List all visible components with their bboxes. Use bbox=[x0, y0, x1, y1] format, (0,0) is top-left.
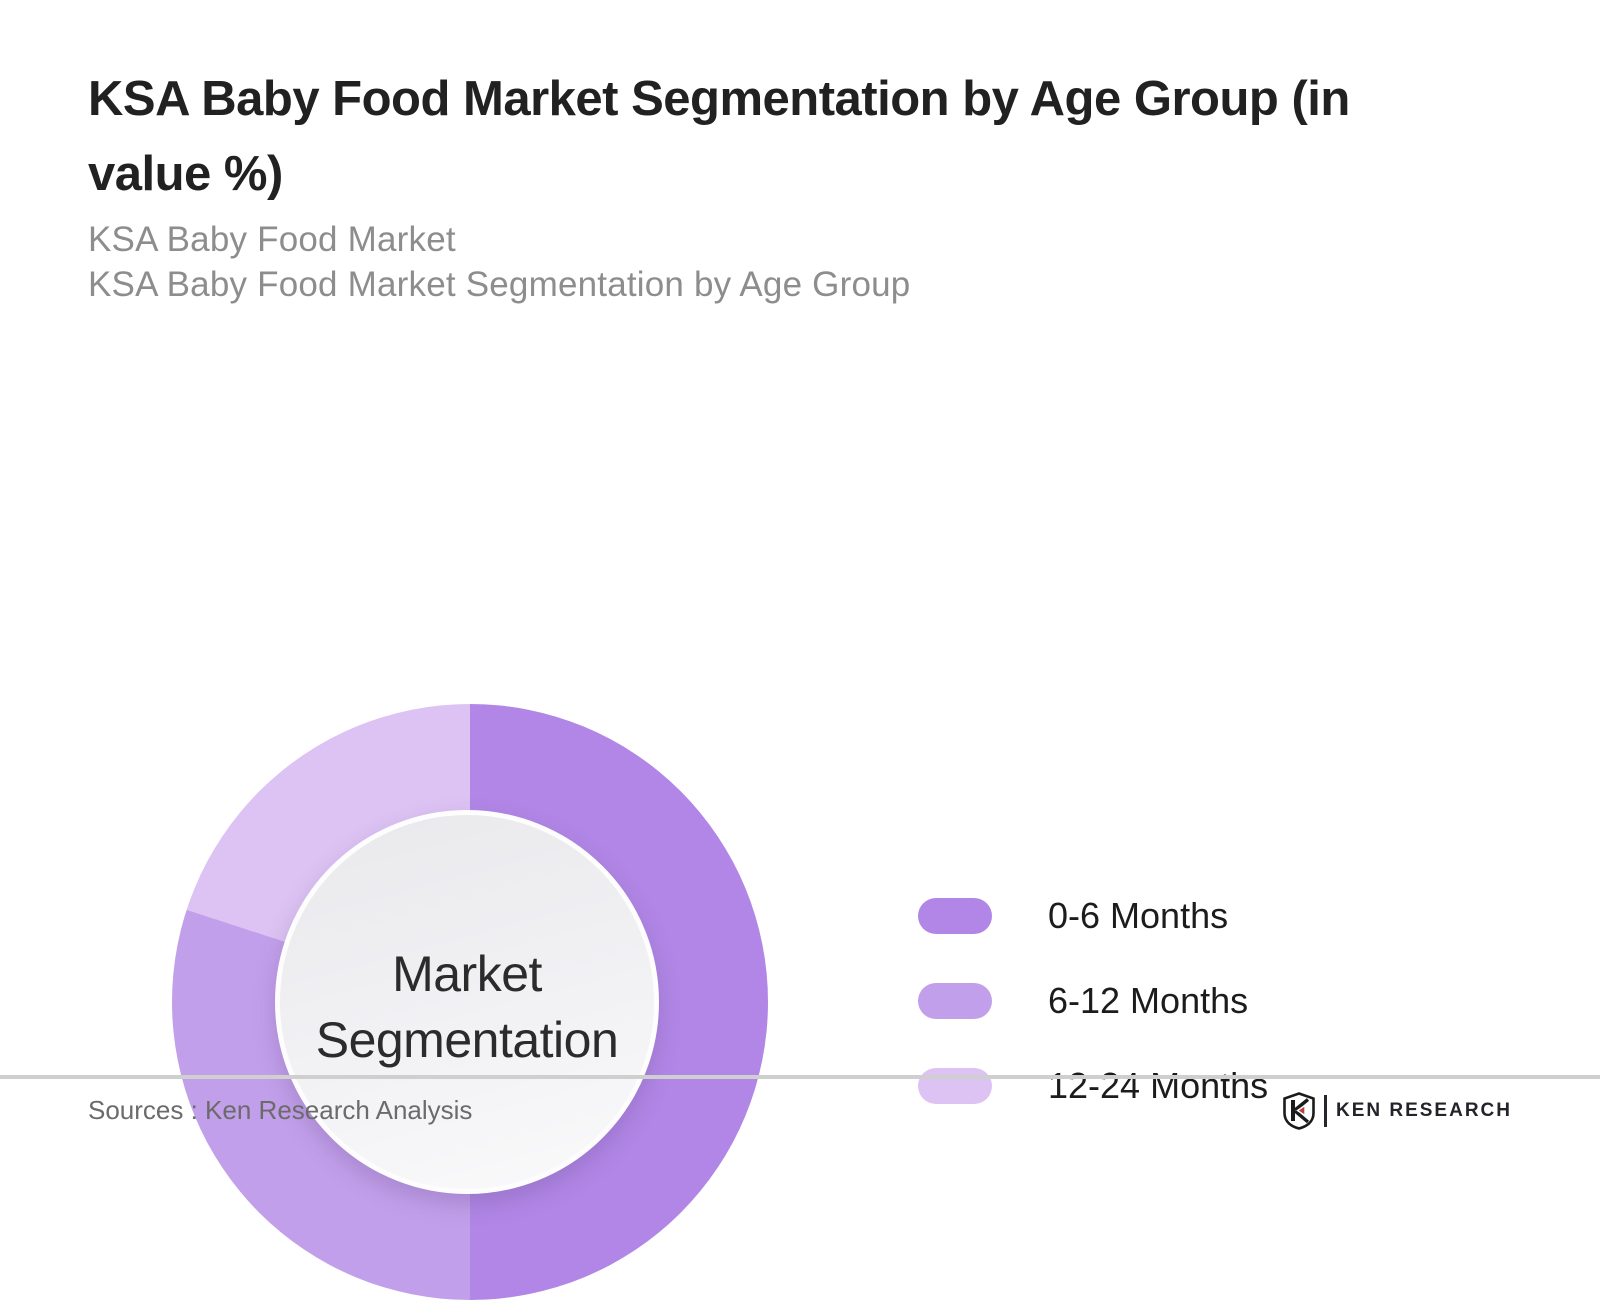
footer-divider bbox=[0, 1075, 1600, 1079]
legend-row: 0-6 Months bbox=[918, 895, 1268, 936]
brand-name: KEN RESEARCH bbox=[1335, 1100, 1512, 1121]
subtitle-line2: KSA Baby Food Market Segmentation by Age… bbox=[88, 265, 911, 304]
sources-text: Sources : Ken Research Analysis bbox=[88, 1095, 473, 1125]
legend-label: 0-6 Months bbox=[1048, 895, 1229, 936]
donut-chart: Market Segmentation 0-6 Months 6-12 Mont… bbox=[0, 330, 1600, 1300]
subtitle-line1: KSA Baby Food Market bbox=[88, 220, 456, 259]
page-title-line1: KSA Baby Food Market Segmentation by Age… bbox=[88, 72, 1350, 126]
legend-row: 6-12 Months bbox=[918, 980, 1268, 1021]
legend-swatch-icon bbox=[918, 1068, 992, 1104]
legend-label: 6-12 Months bbox=[1048, 980, 1249, 1021]
page-subtitle: KSA Baby Food Market KSA Baby Food Marke… bbox=[88, 217, 910, 307]
legend-swatch-icon bbox=[918, 983, 992, 1019]
brand-separator bbox=[1323, 1095, 1327, 1127]
page: KSA Baby Food Market Segmentation by Age… bbox=[0, 62, 1600, 1300]
page-title-line2: value %) bbox=[88, 147, 283, 201]
ken-research-shield-icon bbox=[1283, 1092, 1315, 1130]
chart-legend: 0-6 Months 6-12 Months 12-24 Months bbox=[918, 895, 1269, 1106]
page-title: KSA Baby Food Market Segmentation by Age… bbox=[88, 62, 1350, 212]
donut-center-circle: Market Segmentation bbox=[275, 810, 659, 1194]
legend-label: 12-24 Months bbox=[1048, 1065, 1269, 1106]
legend-swatch-icon bbox=[918, 898, 992, 934]
donut-center-label: Market Segmentation bbox=[315, 946, 619, 1068]
legend-row: 12-24 Months bbox=[918, 1065, 1269, 1106]
brand-logo: KEN RESEARCH bbox=[1283, 1088, 1512, 1134]
